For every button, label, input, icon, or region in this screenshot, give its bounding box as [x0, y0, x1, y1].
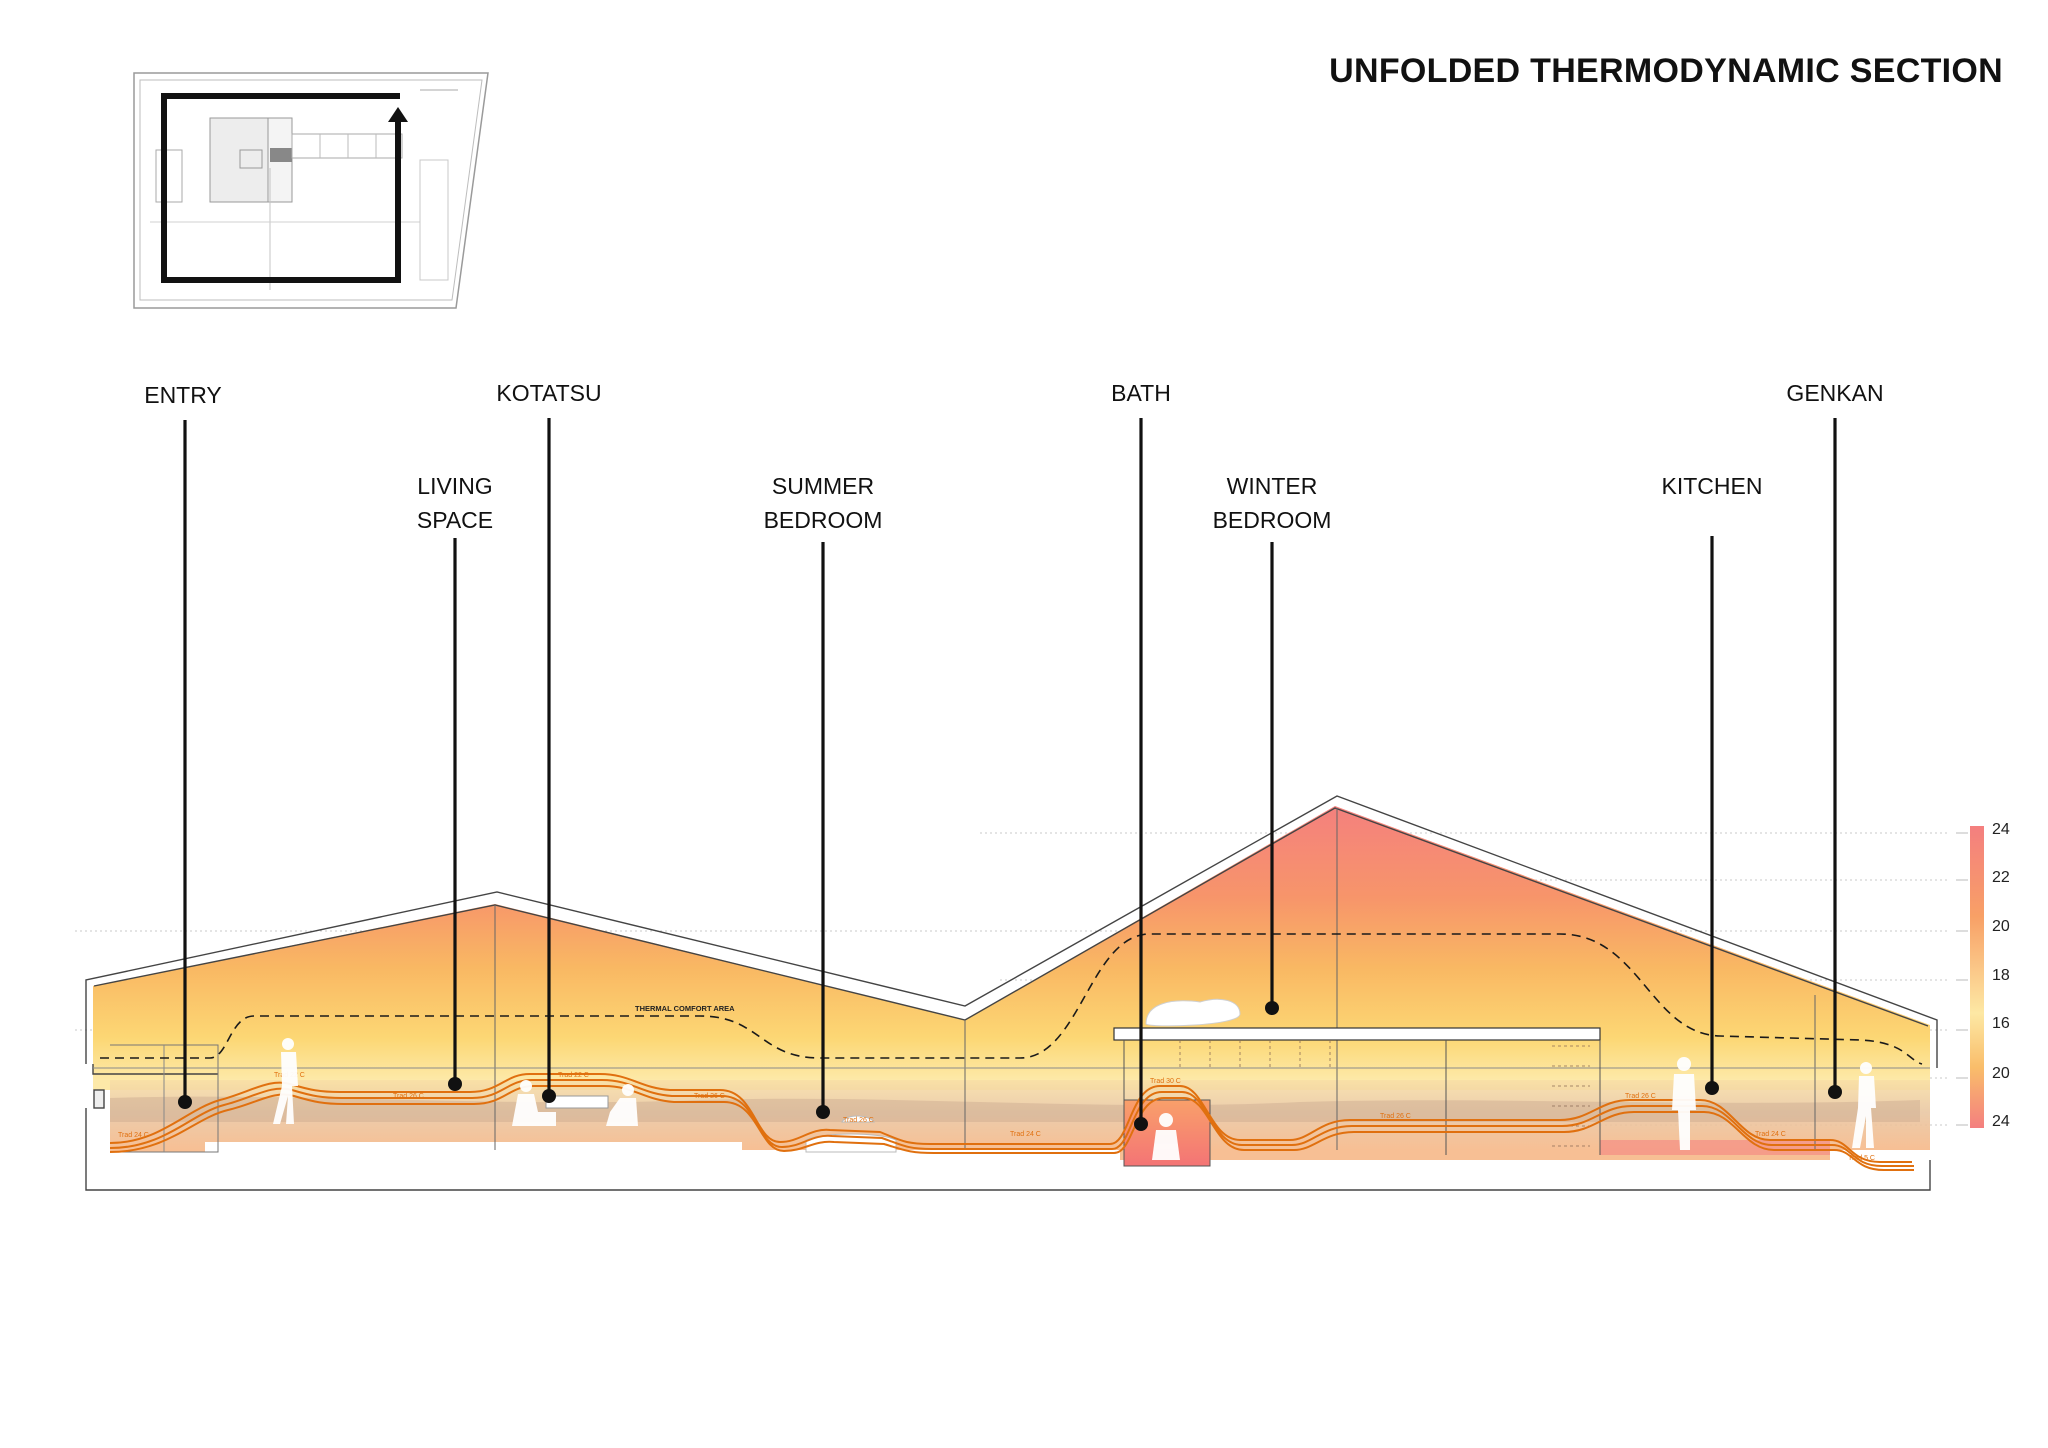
scale-label-4: 18 — [1992, 967, 2010, 984]
scale-label-6: 20 — [1992, 1065, 2010, 1082]
label-winter-line-2: BEDROOM — [1212, 507, 1332, 533]
scale-label-3: 20 — [1992, 918, 2010, 935]
label-bath-line-1: BATH — [1111, 380, 1171, 406]
label-summer-line-2: BEDROOM — [763, 507, 883, 533]
person-kotatsu-right — [606, 1084, 638, 1126]
trad-label-3: Trad 26 C — [393, 1093, 424, 1100]
label-bath: BATH — [1111, 376, 1171, 410]
dot-kotatsu — [542, 1089, 556, 1103]
temperature-scale-bar — [1970, 826, 1984, 1128]
trad-label-8: Trad 30 C — [1150, 1078, 1181, 1085]
label-living-space: LIVING SPACE — [417, 469, 493, 537]
label-kitchen: KITCHEN — [1662, 469, 1763, 503]
trad-label-12: Trad 5 C — [1848, 1155, 1875, 1162]
leader-lines — [183, 418, 1837, 1124]
dot-kitchen — [1705, 1081, 1719, 1095]
winter-bed-sleeper — [1145, 998, 1241, 1027]
label-kotatsu-line-1: KOTATSU — [496, 380, 602, 406]
trad-label-6: Trad 26 C — [843, 1117, 874, 1124]
person-entry-walking — [273, 1038, 298, 1124]
label-summer-line-1: SUMMER — [771, 473, 875, 499]
label-winter-bedroom: WINTER BEDROOM — [1213, 469, 1332, 537]
dot-living — [448, 1077, 462, 1091]
winter-bedroom-loft — [1113, 998, 1601, 1155]
label-genkan-line-1: GENKAN — [1786, 380, 1884, 406]
person-kitchen — [1672, 1057, 1696, 1150]
label-living-line-1: LIVING — [417, 473, 493, 499]
dot-winter — [1265, 1001, 1279, 1015]
scale-label-5: 16 — [1992, 1015, 2010, 1032]
trad-label-7: Trad 24 C — [1010, 1131, 1041, 1138]
comfort-area-label: THERMAL COMFORT AREA — [635, 1004, 735, 1013]
label-living-line-2: SPACE — [416, 507, 494, 533]
floor-glow — [1600, 1140, 1830, 1155]
key-plan — [133, 72, 489, 309]
summer-sleeper — [841, 1115, 876, 1123]
label-entry: ENTRY — [144, 378, 222, 412]
person-genkan — [1852, 1062, 1876, 1148]
trad-label-9: Trad 26 C — [1380, 1113, 1411, 1120]
trad-label-1: Trad 24 C — [118, 1132, 149, 1139]
thermal-comfort-boundary — [100, 933, 1923, 1065]
trad-label-4: Trad 26 C — [694, 1093, 725, 1100]
scale-label-2: 22 — [1992, 869, 2010, 886]
label-winter-line-1: WINTER — [1226, 473, 1318, 499]
trad-label-10: Trad 26 C — [1625, 1093, 1656, 1100]
temperature-scale — [1956, 826, 1984, 1128]
label-kitchen-line-1: KITCHEN — [1661, 473, 1763, 499]
people-silhouettes — [273, 1038, 1876, 1160]
trad-label-11: Trad 24 C — [1755, 1131, 1786, 1138]
leader-dots — [178, 1001, 1842, 1131]
section-heat-fill — [93, 806, 1930, 1090]
scale-label-1: 24 — [1992, 821, 2010, 838]
dot-entry — [178, 1095, 192, 1109]
section-outline — [85, 795, 1938, 1191]
radiant-lines — [109, 1073, 1914, 1171]
label-genkan: GENKAN — [1786, 376, 1883, 410]
dot-bath — [1134, 1117, 1148, 1131]
person-bath — [1152, 1113, 1180, 1160]
trad-label-5: Trad 22 C — [558, 1072, 589, 1079]
label-entry-line-1: ENTRY — [144, 382, 222, 408]
label-summer-bedroom: SUMMER BEDROOM — [764, 469, 883, 537]
scale-label-7: 24 — [1992, 1113, 2010, 1130]
page-title: UNFOLDED THERMODYNAMIC SECTION — [1329, 52, 2003, 90]
dot-genkan — [1828, 1085, 1842, 1099]
person-kotatsu-left — [512, 1080, 556, 1126]
dot-summer — [816, 1105, 830, 1119]
label-kotatsu: KOTATSU — [496, 376, 601, 410]
